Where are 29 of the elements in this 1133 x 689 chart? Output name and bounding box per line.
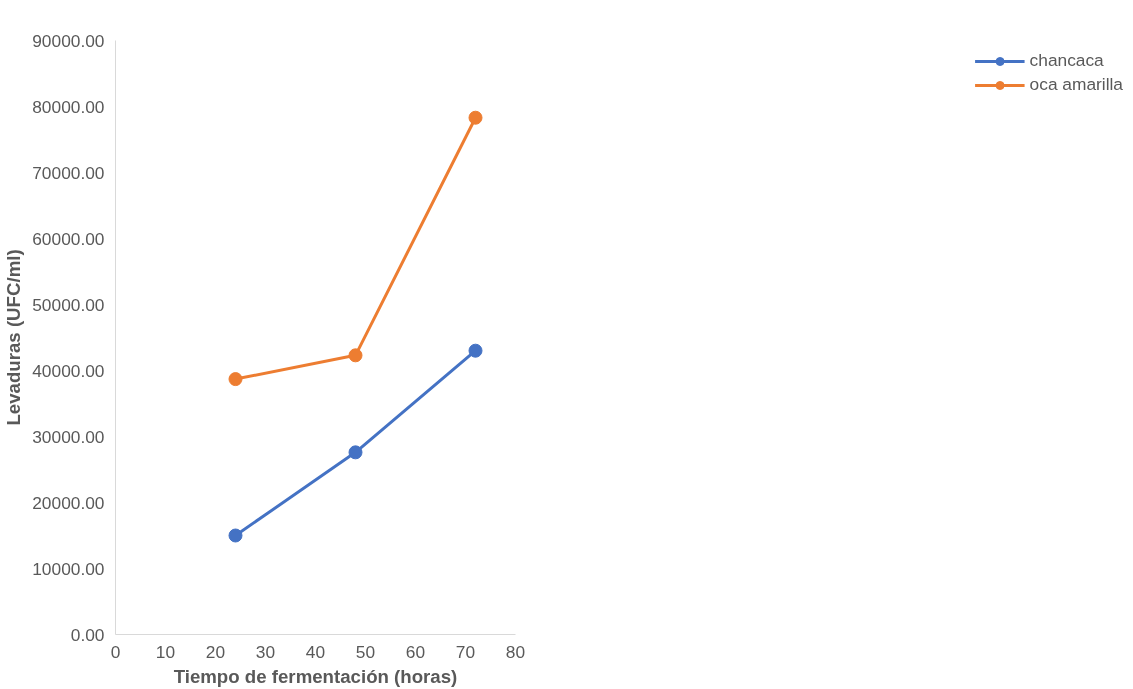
legend-label: chancaca (1029, 50, 1104, 71)
y-tick-label: 70000.00 (32, 162, 105, 183)
x-axis-title: Tiempo de fermentación (horas) (173, 665, 458, 687)
point (468, 110, 483, 125)
point (468, 343, 483, 358)
point (348, 445, 363, 460)
legend-label: oca amarilla (1029, 74, 1123, 95)
y-tick-label: 20000.00 (32, 492, 105, 513)
y-tick-label: 40000.00 (32, 360, 105, 381)
y-tick-label: 30000.00 (32, 426, 105, 447)
x-tick-label: 10 (155, 641, 176, 662)
y-axis-title: Levaduras (UFC/ml) (3, 249, 25, 426)
point (228, 528, 243, 543)
x-tick-label: 70 (455, 641, 476, 662)
y-tick-label: 60000.00 (32, 228, 105, 249)
y-tick-label: 80000.00 (32, 96, 105, 117)
y-tick-label: 10000.00 (32, 558, 105, 579)
point (228, 372, 243, 387)
y-tick-label: 50000.00 (32, 294, 105, 315)
x-tick-label: 50 (355, 641, 376, 662)
y-tick-label: 0.00 (70, 624, 105, 645)
x-tick-label: 80 (505, 641, 526, 662)
x-tick-label: 20 (205, 641, 226, 662)
point (348, 348, 363, 363)
x-tick-label: 60 (405, 641, 426, 662)
x-tick-label: 30 (255, 641, 276, 662)
y-tick-label: 90000.00 (32, 30, 105, 51)
x-tick-label: 0 (110, 641, 121, 662)
x-tick-label: 40 (305, 641, 326, 662)
